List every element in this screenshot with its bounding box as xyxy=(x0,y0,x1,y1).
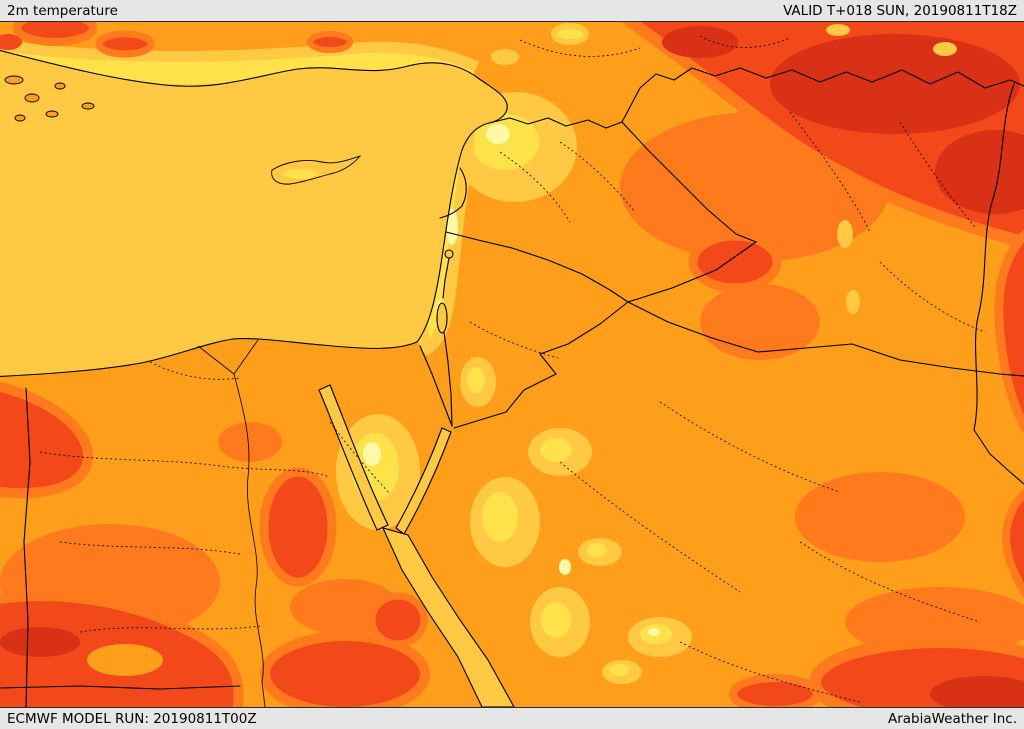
border-syria-jordan xyxy=(445,231,629,303)
temperature-map-svg xyxy=(0,22,1024,707)
footer-bar: ECMWF MODEL RUN: 20190811T00Z ArabiaWeat… xyxy=(0,707,1024,729)
dead-sea xyxy=(436,302,448,334)
border-iraq-jordan xyxy=(627,241,757,303)
aegean-island xyxy=(24,93,40,103)
border-lebanon xyxy=(439,167,467,219)
nile-river xyxy=(197,339,266,707)
admin-boundaries xyxy=(39,35,986,703)
border-syria-iraq xyxy=(621,121,757,243)
gulf-of-suez xyxy=(318,384,389,531)
sea-of-galilee xyxy=(444,249,454,259)
attribution-label: ArabiaWeather Inc. xyxy=(887,710,1017,727)
product-title: 2m temperature xyxy=(7,2,118,19)
border-egypt-israel xyxy=(419,345,453,427)
gulf-of-aqaba xyxy=(395,427,452,535)
border-israel-jordan-north xyxy=(442,257,450,299)
aegean-island xyxy=(54,82,66,90)
islands xyxy=(4,75,362,185)
aegean-island xyxy=(14,114,26,122)
model-run-label: ECMWF MODEL RUN: 20190811T00Z xyxy=(7,710,257,727)
temperature-map xyxy=(0,22,1024,707)
aegean-island xyxy=(81,102,95,110)
sea-mediterranean xyxy=(0,50,508,378)
border-israel-jordan-south xyxy=(443,331,453,427)
red-sea xyxy=(382,527,515,707)
red-sea-and-gulfs xyxy=(318,249,515,707)
aegean-island xyxy=(4,75,24,85)
border-egypt-libya xyxy=(23,387,31,707)
border-egypt-sudan xyxy=(0,685,241,690)
country-borders xyxy=(0,67,1024,707)
border-iran-iraq xyxy=(973,83,1024,485)
border-turkey-syria-iraq xyxy=(488,67,1024,129)
temperature-field xyxy=(0,22,1024,707)
border-jordan-saudi xyxy=(453,301,629,429)
aegean-island xyxy=(45,110,59,118)
valid-time-label: VALID T+018 SUN, 20190811T18Z xyxy=(783,2,1017,19)
header-bar: 2m temperature VALID T+018 SUN, 20190811… xyxy=(0,0,1024,22)
